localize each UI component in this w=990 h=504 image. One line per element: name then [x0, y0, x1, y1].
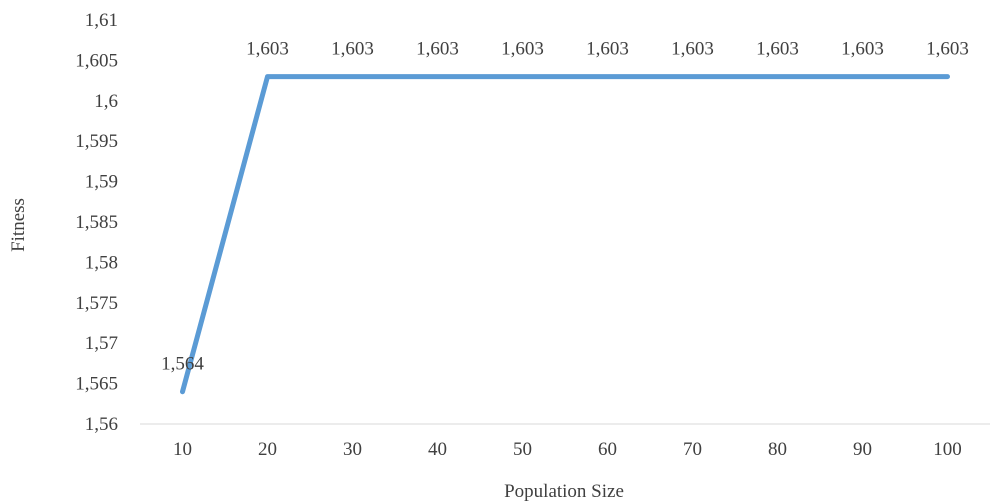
x-tick-label: 30	[343, 439, 362, 460]
x-tick-label: 70	[683, 439, 702, 460]
data-label: 1,603	[841, 39, 884, 60]
data-label: 1,603	[501, 39, 544, 60]
y-tick-label: 1,605	[75, 50, 118, 71]
x-tick-label: 50	[513, 439, 532, 460]
x-tick-label: 40	[428, 439, 447, 460]
data-point	[182, 391, 183, 393]
data-point	[862, 76, 863, 78]
y-axis-title: Fitness	[8, 198, 29, 252]
data-label: 1,603	[926, 39, 969, 60]
y-tick-label: 1,6	[94, 91, 118, 112]
y-tick-label: 1,565	[75, 374, 118, 395]
x-tick-label: 60	[598, 439, 617, 460]
data-label: 1,564	[161, 354, 204, 375]
data-point	[777, 76, 778, 78]
series-line	[180, 74, 950, 395]
x-tick-label: 20	[258, 439, 277, 460]
data-label: 1,603	[671, 39, 714, 60]
data-label: 1,603	[586, 39, 629, 60]
data-point	[267, 76, 268, 78]
y-tick-label: 1,61	[85, 10, 118, 31]
data-point	[692, 76, 693, 78]
data-label: 1,603	[246, 39, 289, 60]
data-point	[607, 76, 608, 78]
x-tick-label: 80	[768, 439, 787, 460]
y-tick-label: 1,59	[85, 172, 118, 193]
data-point	[352, 76, 353, 78]
y-tick-label: 1,58	[85, 252, 118, 273]
data-point	[947, 76, 948, 78]
x-axis-title: Population Size	[504, 481, 624, 502]
x-tick-label: 100	[933, 439, 962, 460]
y-tick-label: 1,595	[75, 131, 118, 152]
y-tick-label: 1,56	[85, 414, 118, 435]
data-label: 1,603	[756, 39, 799, 60]
data-point	[522, 76, 523, 78]
y-tick-label: 1,585	[75, 212, 118, 233]
x-tick-label: 90	[853, 439, 872, 460]
data-label: 1,603	[331, 39, 374, 60]
y-tick-label: 1,57	[85, 333, 118, 354]
y-tick-label: 1,575	[75, 293, 118, 314]
x-tick-label: 10	[173, 439, 192, 460]
data-label: 1,603	[416, 39, 459, 60]
data-point	[437, 76, 438, 78]
